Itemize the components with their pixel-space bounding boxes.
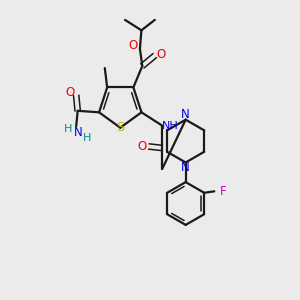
Text: O: O — [65, 86, 74, 99]
Text: N: N — [74, 126, 83, 139]
Text: O: O — [129, 39, 138, 52]
Text: H: H — [83, 133, 92, 142]
Text: N: N — [181, 108, 190, 121]
Text: O: O — [138, 140, 147, 153]
Text: N: N — [181, 161, 190, 174]
Text: O: O — [157, 48, 166, 61]
Text: F: F — [220, 185, 226, 198]
Text: S: S — [116, 121, 124, 134]
Text: H: H — [64, 124, 72, 134]
Text: NH: NH — [162, 121, 179, 131]
